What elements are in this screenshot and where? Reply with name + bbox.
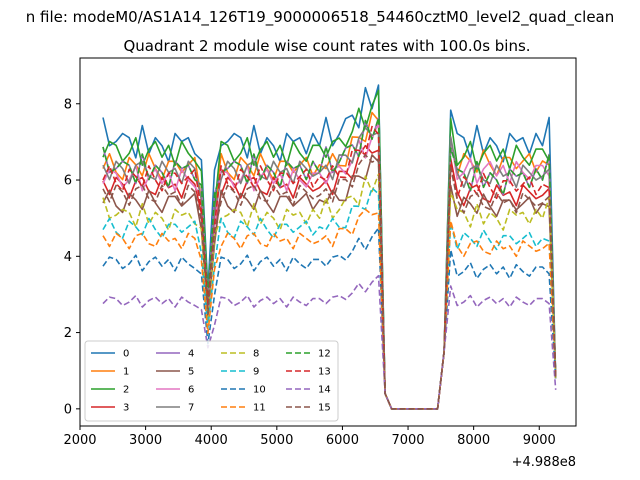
legend-label-3: 3	[123, 403, 129, 414]
x-tick-label: 4000	[195, 433, 228, 448]
x-tick-label: 8000	[457, 433, 490, 448]
legend-label-12: 12	[318, 349, 331, 360]
y-axis: 0 2 4 6 8	[64, 97, 80, 417]
legend-label-9: 9	[253, 367, 259, 378]
x-tick-label: 3000	[129, 433, 162, 448]
series-line-14	[102, 274, 557, 410]
y-tick-label: 6	[64, 174, 72, 189]
series-line-0	[102, 84, 557, 410]
axes-frame	[79, 57, 577, 427]
series-line-8	[102, 173, 557, 410]
series-line-2	[102, 89, 557, 410]
legend-label-0: 0	[123, 349, 129, 360]
legend-label-10: 10	[253, 385, 266, 396]
series-line-12	[102, 117, 557, 410]
legend-label-14: 14	[318, 385, 331, 396]
x-tick-label: 6000	[326, 433, 359, 448]
x-tick-label: 9000	[523, 433, 556, 448]
x-tick-label: 7000	[391, 433, 424, 448]
plot-lines	[102, 84, 557, 410]
chart-title: Quadrant 2 module wise count rates with …	[123, 37, 530, 55]
series-line-10	[102, 227, 557, 410]
y-tick-label: 2	[64, 326, 72, 341]
series-line-13	[102, 125, 557, 410]
legend-label-6: 6	[188, 385, 194, 396]
y-tick-label: 0	[64, 402, 72, 417]
legend-box	[84, 340, 339, 422]
x-tick-label: 5000	[260, 433, 293, 448]
series-line-6	[102, 122, 557, 410]
legend-label-7: 7	[188, 403, 194, 414]
x-offset-label: +4.988e8	[512, 455, 576, 470]
legend-label-11: 11	[253, 403, 266, 414]
x-tick-label: 2000	[63, 433, 96, 448]
series-line-11	[102, 208, 557, 410]
y-tick-label: 4	[64, 250, 72, 265]
series-line-3	[102, 144, 557, 410]
legend-label-8: 8	[253, 349, 259, 360]
figure-suptitle: n file: modeM0/AS1A14_126T19_9000006518_…	[26, 8, 615, 27]
legend-label-4: 4	[188, 349, 194, 360]
legend-label-13: 13	[318, 367, 331, 378]
legend-label-15: 15	[318, 403, 331, 414]
series-line-15	[102, 154, 557, 410]
legend-label-2: 2	[123, 385, 129, 396]
legend-label-1: 1	[123, 367, 129, 378]
y-tick-label: 8	[64, 97, 72, 112]
x-axis: 2000 3000 4000 5000 6000 7000 8000 9000	[63, 426, 556, 448]
legend-label-5: 5	[188, 367, 194, 378]
